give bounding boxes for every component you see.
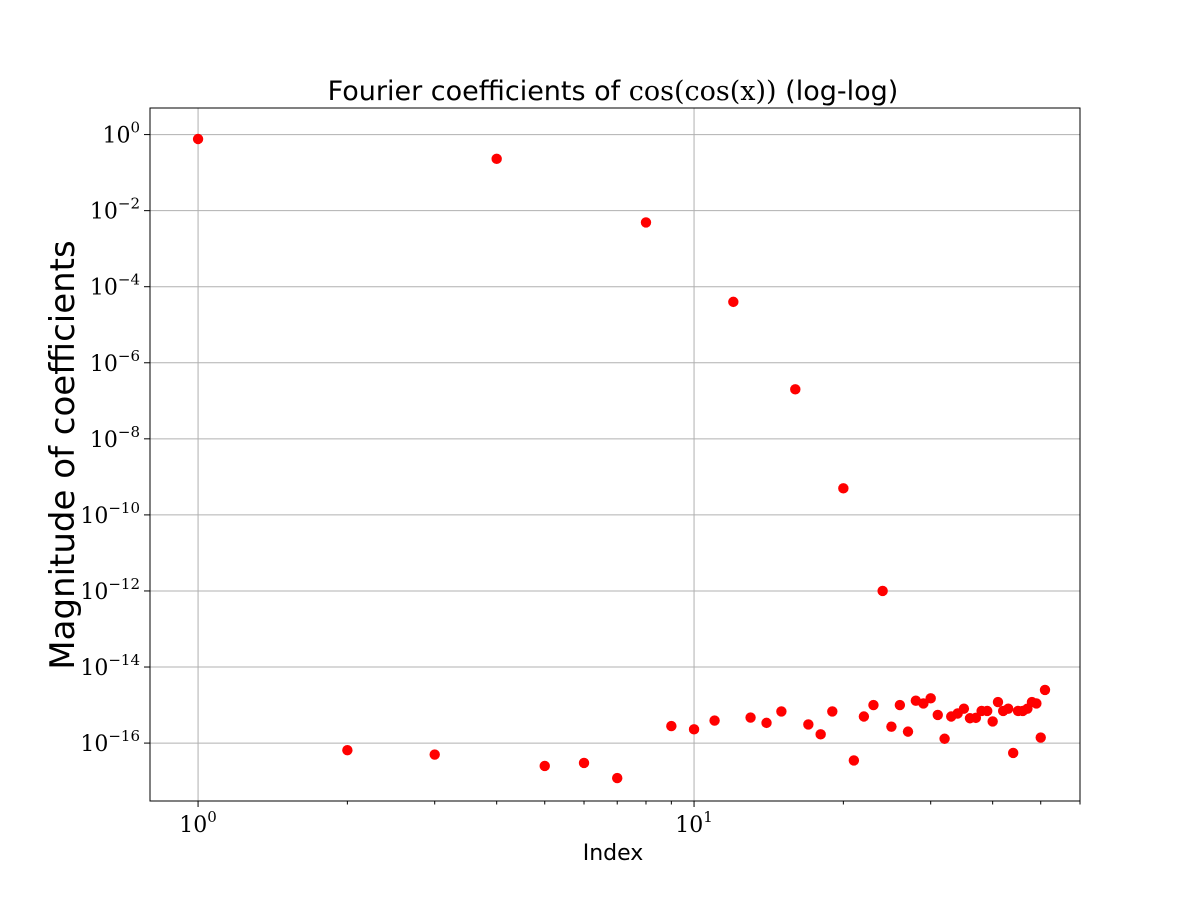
data-point <box>932 709 943 721</box>
plot-frame <box>149 107 1081 802</box>
tick-marks <box>144 134 1081 807</box>
data-point <box>894 699 906 711</box>
data-point <box>761 717 772 729</box>
data-point <box>918 698 929 709</box>
y-tick-label: 10−14 <box>80 651 140 681</box>
y-tick-label: 10−4 <box>90 271 140 301</box>
data-point <box>982 705 993 717</box>
data-point <box>1031 698 1042 709</box>
data-point <box>886 721 897 732</box>
data-point <box>958 703 970 714</box>
data-point <box>491 153 502 165</box>
data-point <box>192 133 204 145</box>
data-point <box>970 712 982 724</box>
grid-lines <box>150 108 1080 801</box>
x-axis-label: Index <box>583 841 644 866</box>
data-point <box>902 726 914 737</box>
tick-labels: 100 101 100 10−2 10−4 10−6 10−8 10−10 10−12 10−14… <box>80 119 712 838</box>
data-point <box>612 772 623 784</box>
y-tick-label: 10−8 <box>90 423 140 453</box>
y-tick-label: 10−10 <box>80 499 140 529</box>
data-point <box>1003 703 1014 714</box>
data-point <box>539 760 550 772</box>
data-point <box>939 733 950 744</box>
data-point <box>1035 732 1046 743</box>
data-point <box>790 384 801 395</box>
data-point <box>838 483 849 494</box>
y-axis-label: Magnitude of coefficients <box>43 240 83 669</box>
data-point <box>745 712 756 723</box>
y-tick-label: 10−12 <box>80 575 140 605</box>
y-tick-label: 100 <box>102 119 140 149</box>
data-point <box>342 744 353 756</box>
data-point <box>578 757 590 769</box>
data-point <box>815 729 826 740</box>
data-point <box>776 706 787 717</box>
y-tick-label: 10−2 <box>90 195 140 225</box>
data-point <box>709 715 720 726</box>
y-tick-label: 10−6 <box>90 347 140 377</box>
x-tick-label: 101 <box>675 808 713 838</box>
data-point <box>877 585 888 597</box>
data-point <box>1039 684 1051 696</box>
data-point <box>666 720 677 732</box>
data-points <box>192 133 1051 784</box>
data-point <box>992 696 1004 708</box>
data-point <box>858 711 870 722</box>
data-point <box>868 699 879 711</box>
data-point <box>987 716 998 727</box>
data-point <box>1007 747 1019 759</box>
data-point <box>803 719 814 730</box>
data-point <box>728 296 739 308</box>
data-point <box>848 755 860 766</box>
data-point <box>688 724 700 735</box>
data-point <box>429 749 440 760</box>
chart-title: Fourier coefficients of cos(cos(x)) (log… <box>328 76 899 107</box>
x-tick-label: 100 <box>179 808 217 838</box>
y-tick-label: 10−16 <box>80 727 140 757</box>
data-point <box>925 693 936 704</box>
data-point <box>640 217 652 228</box>
data-point <box>827 706 838 717</box>
